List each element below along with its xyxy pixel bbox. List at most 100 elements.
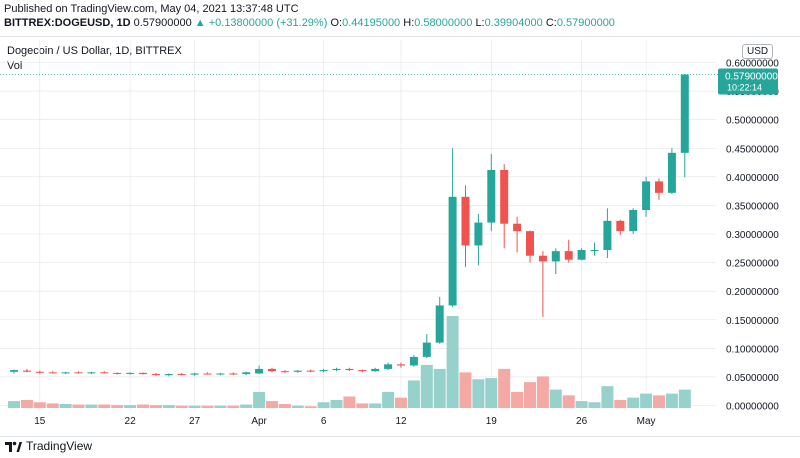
candle-body bbox=[268, 368, 276, 372]
volume-bar bbox=[33, 402, 46, 408]
y-tick-label: 0.25000000 bbox=[726, 259, 779, 270]
candle-body bbox=[345, 368, 354, 371]
volume-bar bbox=[524, 382, 536, 408]
volume-bar bbox=[369, 403, 382, 408]
candle-body bbox=[113, 372, 122, 374]
candle-body bbox=[164, 374, 173, 376]
candle-body bbox=[358, 370, 367, 372]
candle-body bbox=[551, 251, 560, 262]
x-tick-label: 27 bbox=[189, 416, 201, 427]
volume-bar bbox=[175, 405, 188, 408]
candle-body bbox=[655, 181, 663, 193]
price-badge-value: 0.57900000 bbox=[725, 72, 778, 83]
volume-layer bbox=[8, 316, 691, 408]
candle-body bbox=[448, 196, 457, 306]
x-tick-label: 22 bbox=[125, 416, 137, 427]
candle-body bbox=[397, 364, 405, 366]
volume-bar bbox=[72, 404, 85, 408]
volume-bar bbox=[59, 403, 72, 408]
volume-bar bbox=[549, 389, 562, 408]
grid-layer bbox=[0, 40, 718, 410]
tradingview-logo-icon bbox=[5, 441, 22, 452]
volume-bar bbox=[8, 401, 20, 408]
y-tick-label: 0.35000000 bbox=[726, 201, 779, 212]
change-value: +0.13800000 (+31.29%) bbox=[208, 17, 328, 29]
footer[interactable]: TradingView bbox=[4, 439, 92, 453]
x-tick-label: 15 bbox=[34, 416, 46, 427]
volume-bar bbox=[343, 396, 356, 408]
y-tick-label: 0.45000000 bbox=[726, 144, 779, 155]
volume-bar bbox=[214, 405, 227, 408]
candle-body bbox=[409, 356, 418, 366]
volume-bar bbox=[240, 404, 253, 408]
volume-bar bbox=[640, 393, 653, 408]
volume-bar bbox=[201, 405, 214, 408]
y-tick-label: 0.00000000 bbox=[726, 402, 779, 413]
candle-body bbox=[151, 374, 160, 376]
candle-body bbox=[680, 74, 689, 153]
candle-body bbox=[513, 223, 522, 232]
candle-body bbox=[435, 305, 444, 343]
candle-body bbox=[384, 364, 393, 369]
volume-bar bbox=[227, 405, 240, 408]
volume-bar bbox=[317, 402, 330, 408]
candle-body bbox=[177, 374, 186, 376]
candle-body bbox=[22, 370, 31, 372]
candle-body bbox=[280, 371, 289, 373]
close-label: C: bbox=[545, 17, 557, 29]
y-tick-label: 0.20000000 bbox=[726, 287, 779, 298]
candle-body bbox=[642, 181, 651, 210]
volume-bar bbox=[472, 379, 485, 408]
candle-body bbox=[126, 372, 135, 374]
open-value: 0.44195000 bbox=[342, 17, 401, 29]
candle-body bbox=[590, 250, 599, 252]
volume-bar bbox=[665, 393, 678, 408]
y-tick-label: 0.05000000 bbox=[726, 373, 779, 384]
candle-body bbox=[139, 372, 147, 375]
volume-bar bbox=[188, 405, 201, 408]
ohlc-summary: BITTREX:DOGEUSD, 1D 0.57900000 ▲ +0.1380… bbox=[4, 17, 615, 29]
candle-body bbox=[293, 370, 302, 372]
volume-bar bbox=[536, 376, 549, 408]
volume-bar bbox=[575, 401, 588, 408]
volume-bar bbox=[407, 380, 420, 408]
volume-bar bbox=[356, 403, 369, 408]
x-tick-label: 19 bbox=[486, 416, 498, 427]
high-value: 0.58000000 bbox=[414, 17, 473, 29]
candle-body bbox=[255, 368, 264, 374]
volume-bar bbox=[162, 405, 175, 408]
volume-bar bbox=[149, 405, 162, 408]
volume-bar bbox=[85, 404, 98, 408]
candle-body bbox=[229, 373, 238, 375]
x-tick-label: 12 bbox=[395, 416, 407, 427]
candle-body bbox=[100, 372, 109, 374]
volume-bar bbox=[601, 386, 614, 408]
candle-body bbox=[500, 169, 509, 224]
candle-body bbox=[48, 372, 57, 374]
volume-bar bbox=[627, 397, 640, 408]
change-arrow-icon: ▲ bbox=[194, 17, 206, 29]
time-axis: 15 22 27 Apr 6 12 19 26 May bbox=[34, 416, 655, 427]
candle-body bbox=[10, 370, 18, 372]
candle-body bbox=[616, 220, 625, 232]
high-label: H: bbox=[403, 17, 415, 29]
currency-button[interactable]: USD bbox=[742, 44, 774, 59]
volume-bar bbox=[420, 364, 433, 408]
last-price: 0.57900000 bbox=[133, 17, 192, 29]
y-tick-label: 0.30000000 bbox=[726, 230, 779, 241]
candle-body bbox=[190, 373, 199, 375]
candle-body bbox=[422, 342, 431, 357]
volume-bar bbox=[330, 399, 343, 408]
candle-body bbox=[667, 152, 676, 193]
x-tick-label: May bbox=[637, 416, 656, 427]
candle-body bbox=[87, 372, 96, 374]
volume-bar bbox=[46, 403, 59, 408]
volume-bar bbox=[511, 391, 524, 408]
price-axis: 0.600000000.550000000.500000000.45000000… bbox=[726, 59, 779, 413]
candle-body bbox=[577, 250, 586, 260]
candle-body bbox=[203, 373, 212, 375]
candle-body bbox=[461, 196, 470, 246]
volume-bar bbox=[98, 404, 111, 408]
